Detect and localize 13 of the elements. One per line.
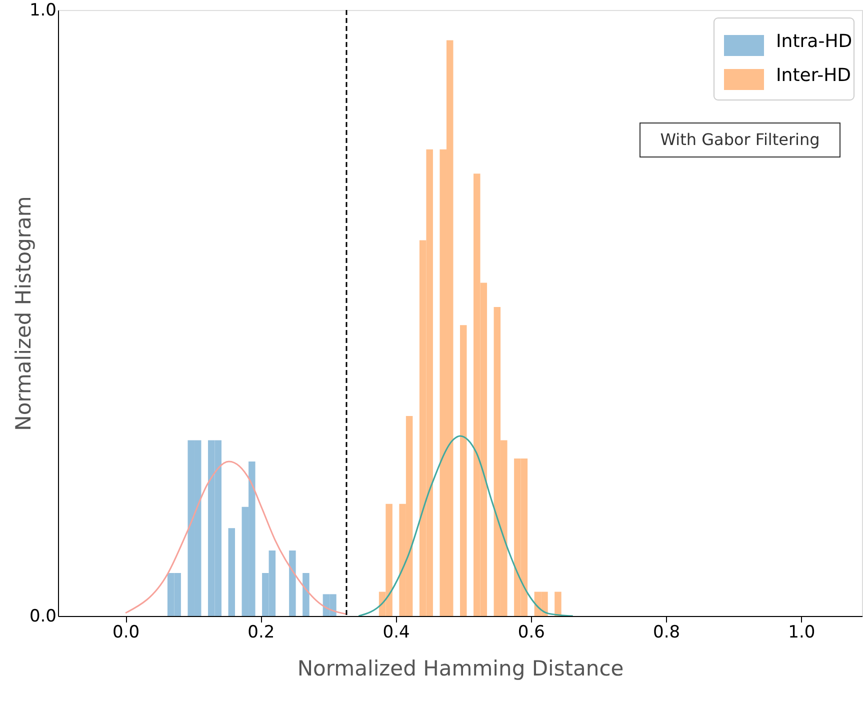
line-series [124, 460, 348, 615]
x-tick-label: 0.6 [518, 622, 545, 642]
x-tick-label: 0.4 [382, 622, 410, 642]
line-series [358, 435, 574, 616]
legend-label: Intra-HD [776, 31, 852, 52]
annotation: With Gabor Filtering [660, 130, 820, 149]
x-tick-label: 0.8 [653, 622, 680, 642]
legend-label: Inter-HD [776, 65, 851, 86]
x-tick-label: 0.0 [112, 622, 140, 642]
x-tick-label: 0.2 [248, 622, 275, 642]
x-tick-label: 1.0 [788, 622, 816, 642]
x-axis-title: Normalized Hamming Distance [297, 656, 624, 680]
y-axis-title: Normalized Histogram [12, 196, 36, 431]
